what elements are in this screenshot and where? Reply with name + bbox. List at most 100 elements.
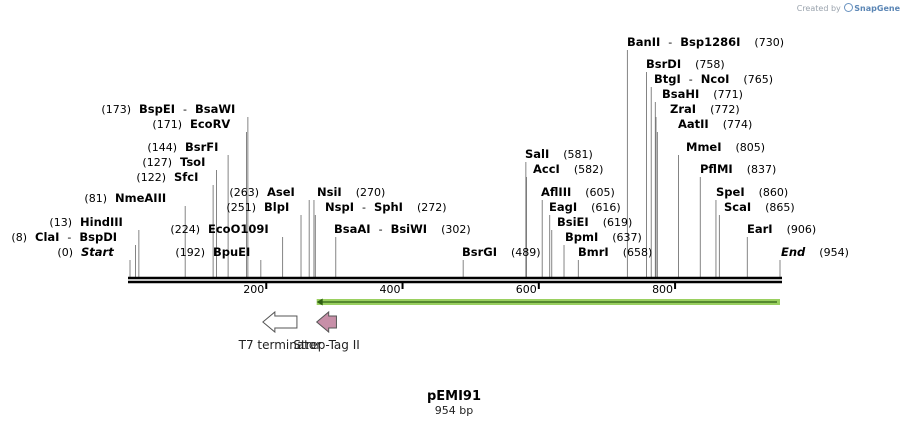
site-position-sfci: (122) — [136, 171, 166, 184]
credit-brand: SnapGene — [854, 4, 900, 13]
site-position-nsii: (270) — [356, 186, 386, 199]
site-name-eari: EarI — [747, 222, 773, 236]
site-name-mmei: MmeI — [686, 140, 722, 154]
site-position-asei: (263) — [229, 186, 259, 199]
site-position-banii: (730) — [754, 36, 784, 49]
orf-track — [316, 298, 780, 306]
site-name-ecorv: EcoRV — [190, 117, 230, 131]
site-position-bspei: (173) — [101, 103, 131, 116]
site-name-sali: SalI — [525, 147, 549, 161]
site-position-zrai: (772) — [710, 103, 740, 116]
site-name-clai-2: BspDI — [79, 230, 117, 244]
site-name-nsii: NsiI — [317, 185, 342, 199]
site-position-bmri: (658) — [623, 246, 653, 259]
site-position-scai: (865) — [765, 201, 795, 214]
site-labels: (0) Start(8) ClaI - BspDI(13) HindIII(81) NmeA… — [11, 35, 848, 259]
site-name-bpuei: BpuEI — [213, 245, 250, 259]
site-position-nspi: (272) — [417, 201, 447, 214]
sequence-backbone — [128, 276, 782, 284]
ruler-tick-label: 800 — [652, 283, 673, 296]
site-name-hindiii: HindIII — [80, 215, 123, 229]
site-position-eari: (906) — [787, 223, 817, 236]
site-name-aatii: AatII — [678, 117, 709, 131]
ruler-ticks: 200 400 600 800 — [243, 282, 677, 296]
plasmid-name: pEMI91 — [427, 389, 481, 404]
site-name-end: End — [781, 245, 806, 259]
site-name-eagi: EagI — [549, 200, 577, 214]
site-name-spei: SpeI — [716, 185, 745, 199]
ruler-tick-label: 200 — [243, 283, 264, 296]
site-name-separator: - — [67, 231, 71, 244]
feature-arrow-strep-tag — [315, 310, 337, 334]
site-name-afliii: AflIII — [541, 185, 571, 199]
site-name-pflmi: PflMI — [700, 162, 733, 176]
site-name-bmri: BmrI — [578, 245, 609, 259]
site-name-separator: - — [689, 73, 693, 86]
site-position-bpmi: (637) — [612, 231, 642, 244]
site-position-end: (954) — [819, 246, 849, 259]
site-name-nmeaiii: NmeAIII — [115, 191, 166, 205]
site-position-acci: (582) — [574, 163, 604, 176]
site-name-bsiei: BsiEI — [557, 215, 589, 229]
snapgene-credit: Created by SnapGene — [797, 3, 900, 13]
site-name-nspi-1: NspI — [325, 200, 354, 214]
site-name-bpmi: BpmI — [565, 230, 598, 244]
site-name-btgi-1: BtgI — [654, 72, 681, 86]
site-name-asei: AseI — [267, 185, 295, 199]
site-name-btgi-2: NcoI — [701, 72, 730, 86]
site-position-hindiii: (13) — [49, 216, 72, 229]
plasmid-length: 954 bp — [435, 404, 473, 417]
site-position-spei: (860) — [759, 186, 789, 199]
site-name-start: Start — [81, 245, 114, 259]
site-position-eagi: (616) — [591, 201, 621, 214]
site-position-bsiei: (619) — [603, 216, 633, 229]
site-position-bpuei: (192) — [175, 246, 205, 259]
site-position-afliii: (605) — [585, 186, 615, 199]
site-name-bsahi: BsaHI — [662, 87, 699, 101]
orf-arrowhead — [316, 298, 323, 306]
site-position-btgi: (765) — [743, 73, 773, 86]
site-name-bsrfi: BsrFI — [185, 140, 218, 154]
site-position-mmei: (805) — [736, 141, 766, 154]
site-name-ecoo109i: EcoO109I — [208, 222, 269, 236]
site-name-nspi-2: SphI — [374, 200, 403, 214]
site-position-pflmi: (837) — [747, 163, 777, 176]
site-position-ecoo109i: (224) — [170, 223, 200, 236]
site-name-separator: - — [183, 103, 187, 116]
site-position-bsaai: (302) — [441, 223, 471, 236]
site-position-nmeaiii: (81) — [84, 192, 107, 205]
site-position-aatii: (774) — [723, 118, 753, 131]
site-name-bsaai-1: BsaAI — [334, 222, 371, 236]
site-name-sfci: SfcI — [174, 170, 198, 184]
site-name-scai: ScaI — [724, 200, 751, 214]
site-name-clai-1: ClaI — [35, 230, 59, 244]
site-name-banii-2: Bsp1286I — [680, 35, 740, 49]
feature-label-strep-tag: Strep-Tag II — [293, 338, 359, 352]
credit-prefix: Created by — [796, 4, 841, 13]
site-position-clai: (8) — [11, 231, 27, 244]
site-name-banii-1: BanII — [627, 35, 660, 49]
site-lines — [129, 50, 781, 277]
site-name-bspei-1: BspEI — [139, 102, 175, 116]
site-position-bsrgi: (489) — [511, 246, 541, 259]
site-position-tsoi: (127) — [142, 156, 172, 169]
snapgene-logo-icon — [844, 3, 854, 12]
site-name-tsoi: TsoI — [180, 155, 205, 169]
site-position-blpi: (251) — [226, 201, 256, 214]
site-position-bsrdi: (758) — [695, 58, 725, 71]
site-name-acci: AccI — [533, 162, 560, 176]
site-position-sali: (581) — [563, 148, 593, 161]
feature-label-t7-terminator: T7 terminator — [238, 338, 322, 352]
site-position-start: (0) — [57, 246, 73, 259]
site-name-separator: - — [668, 36, 672, 49]
site-name-bsrgi: BsrGI — [462, 245, 497, 259]
site-name-zrai: ZraI — [670, 102, 696, 116]
site-name-separator: - — [362, 201, 366, 214]
site-name-separator: - — [379, 223, 383, 236]
site-position-bsrfi: (144) — [147, 141, 177, 154]
site-name-bsrdi: BsrDI — [646, 57, 681, 71]
site-name-bspei-2: BsaWI — [195, 102, 235, 116]
site-name-blpi: BlpI — [264, 200, 289, 214]
